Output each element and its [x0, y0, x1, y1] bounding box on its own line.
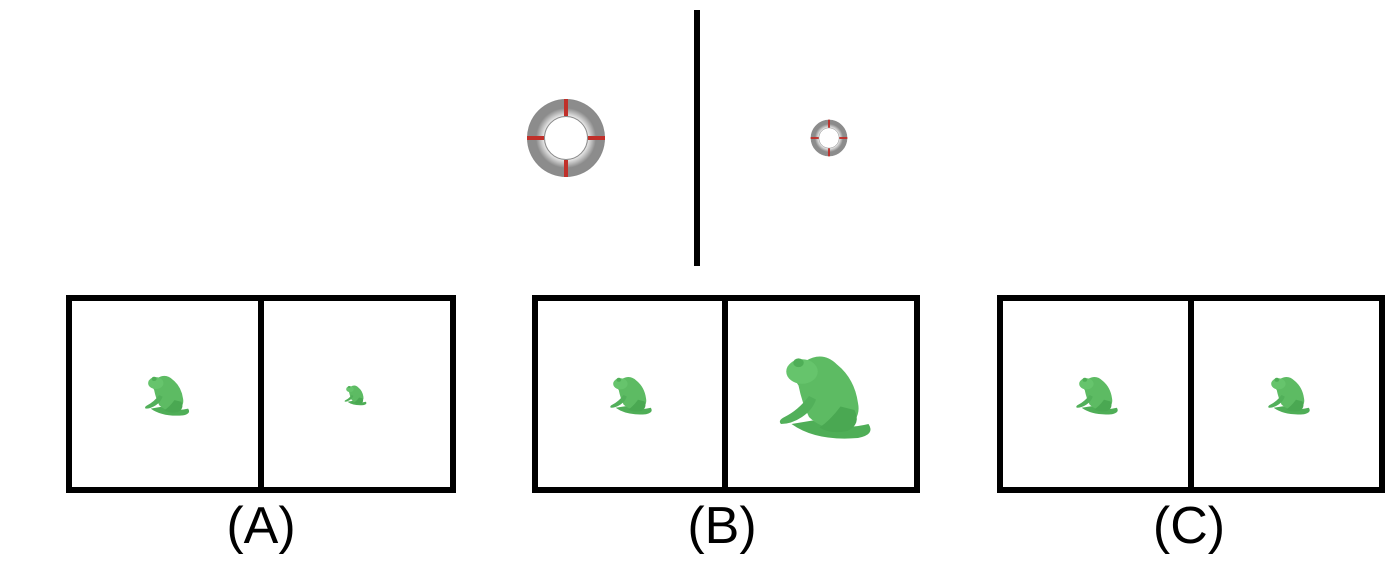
option-a-panel	[66, 295, 456, 493]
option-b-label: (B)	[687, 497, 757, 555]
torus-icon-left	[527, 99, 605, 177]
option-c-label: (C)	[1152, 497, 1226, 555]
option-c-panel	[997, 295, 1385, 493]
option-b-panel	[532, 295, 920, 493]
torus-icon-right	[811, 120, 848, 157]
option-a-label: (A)	[226, 497, 296, 555]
